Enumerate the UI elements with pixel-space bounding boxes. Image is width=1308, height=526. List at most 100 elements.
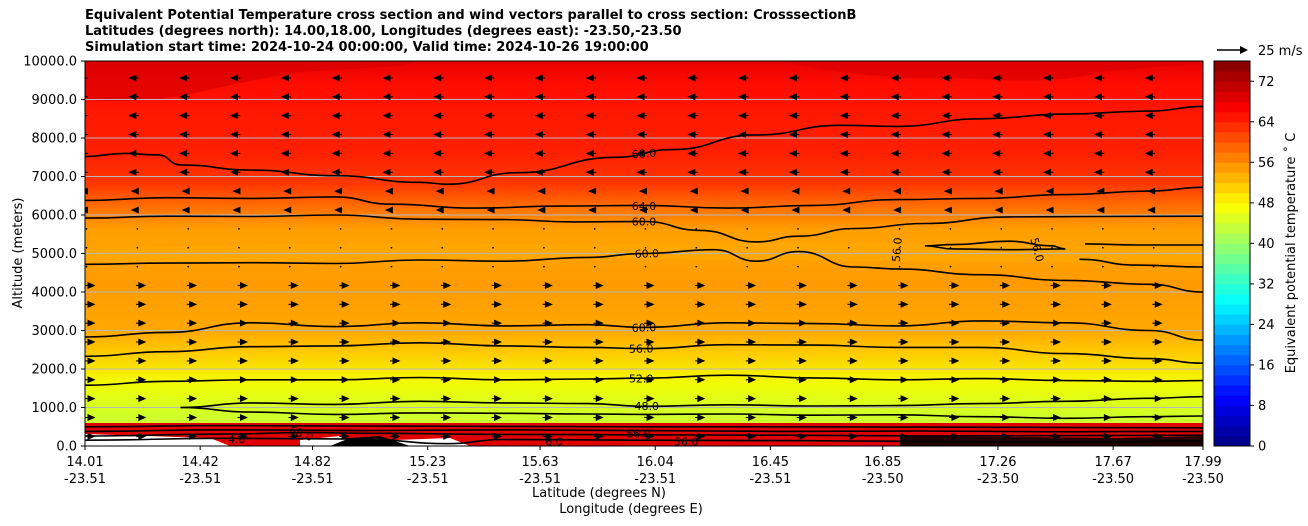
contour-label: 60.0 <box>632 216 657 229</box>
wind-vector <box>1045 187 1054 195</box>
wind-vector <box>941 131 952 139</box>
wind-vector <box>186 357 198 365</box>
colorbar-bin <box>1214 354 1250 366</box>
wind-vector <box>796 281 807 289</box>
wind-vector <box>1152 319 1163 327</box>
wind-vector <box>331 112 343 120</box>
wind-vector <box>588 187 597 195</box>
colorbar-bin <box>1214 71 1250 82</box>
wind-vector <box>644 281 655 289</box>
wind-vector <box>847 395 858 403</box>
wind-vector <box>644 395 655 403</box>
wind-vector <box>339 357 350 365</box>
x-tick-label-lat: 14.42 <box>182 455 219 470</box>
contour-label: 64.0 <box>632 200 657 213</box>
wind-vector <box>382 131 393 139</box>
wind-vector <box>491 319 503 327</box>
colorbar <box>1214 61 1250 447</box>
wind-vector <box>491 414 503 422</box>
x-tick-label-lon: -23.51 <box>749 472 791 487</box>
wind-vector <box>135 281 147 289</box>
wind-vector <box>636 74 647 82</box>
wind-vector <box>187 227 190 230</box>
colorbar-bin <box>1214 111 1250 123</box>
wind-vector <box>1101 281 1112 289</box>
wind-vector <box>440 281 452 289</box>
wind-vector <box>384 187 393 195</box>
wind-vector <box>128 112 139 120</box>
wind-vector <box>288 414 299 422</box>
wind-vector <box>644 338 655 346</box>
x-tick-label-lon: -23.51 <box>634 472 676 487</box>
wind-vector <box>791 206 800 214</box>
wind-vector <box>288 227 291 230</box>
wind-vector <box>1096 206 1105 214</box>
x-tick-label-lon: -23.51 <box>407 472 449 487</box>
wind-vector <box>339 227 342 230</box>
colorbar-tick-label: 32 <box>1258 277 1275 292</box>
wind-vector <box>992 93 1003 101</box>
y-axis-label: Altitude (meters) <box>11 198 26 309</box>
x-tick-label-lat: 15.23 <box>409 455 446 470</box>
wind-vector <box>593 227 596 230</box>
wind-vector <box>136 246 139 249</box>
wind-vector <box>135 395 147 403</box>
wind-vector <box>288 265 291 268</box>
wind-vector <box>237 338 248 346</box>
wind-vector <box>179 149 190 157</box>
wind-vector <box>542 281 553 289</box>
wind-vector <box>898 246 901 249</box>
wind-vector <box>382 112 393 120</box>
wind-vector <box>433 74 444 82</box>
wind-vector <box>636 112 647 120</box>
wind-vector <box>492 227 494 230</box>
wind-vector <box>588 206 597 214</box>
wind-vector <box>694 281 706 289</box>
wind-vector <box>181 187 190 195</box>
chart-title-line-2: Latitudes (degrees north): 14.00,18.00, … <box>85 24 682 39</box>
wind-vector <box>1101 265 1104 268</box>
colorbar-bin <box>1214 101 1250 113</box>
wind-vector <box>135 357 147 365</box>
wind-vector <box>85 319 96 327</box>
colorbar-bin <box>1214 81 1250 92</box>
contour-label: 60.0 <box>632 321 657 335</box>
colorbar-bin <box>1214 131 1250 143</box>
wind-vector <box>687 168 698 176</box>
wind-vector <box>339 281 350 289</box>
colorbar-bin <box>1214 324 1250 336</box>
wind-vector <box>280 149 292 157</box>
chart-title-line-3: Simulation start time: 2024-10-24 00:00:… <box>85 40 649 55</box>
wind-vector <box>1152 414 1163 422</box>
wind-vector <box>585 74 597 82</box>
wind-vector <box>847 357 858 365</box>
wind-vector <box>1101 432 1112 440</box>
colorbar-bin <box>1214 344 1250 356</box>
wind-vector <box>433 168 444 176</box>
wind-vector <box>941 112 952 120</box>
wind-vector <box>339 319 350 327</box>
wind-vector <box>788 93 800 101</box>
wind-vector <box>847 300 858 308</box>
wind-vector <box>949 357 960 365</box>
colorbar-tick-label: 40 <box>1258 237 1275 252</box>
wind-vector <box>334 187 343 195</box>
wind-vector <box>491 395 503 403</box>
wind-vector <box>593 265 596 268</box>
wind-vector <box>339 300 350 308</box>
wind-vector <box>179 168 190 176</box>
wind-vector <box>288 300 299 308</box>
wind-vector <box>842 206 851 214</box>
wind-vector <box>949 265 952 268</box>
y-tick-label: 0.0 <box>56 440 77 455</box>
wind-vector <box>644 319 655 327</box>
wind-vector <box>484 74 495 82</box>
wind-vector <box>898 227 901 230</box>
wind-vector <box>390 265 393 268</box>
wind-vector <box>797 246 799 249</box>
wind-vector <box>331 168 343 176</box>
wind-vector <box>898 319 909 327</box>
wind-vector <box>85 187 88 195</box>
wind-vector <box>186 281 198 289</box>
wind-vector <box>636 131 647 139</box>
